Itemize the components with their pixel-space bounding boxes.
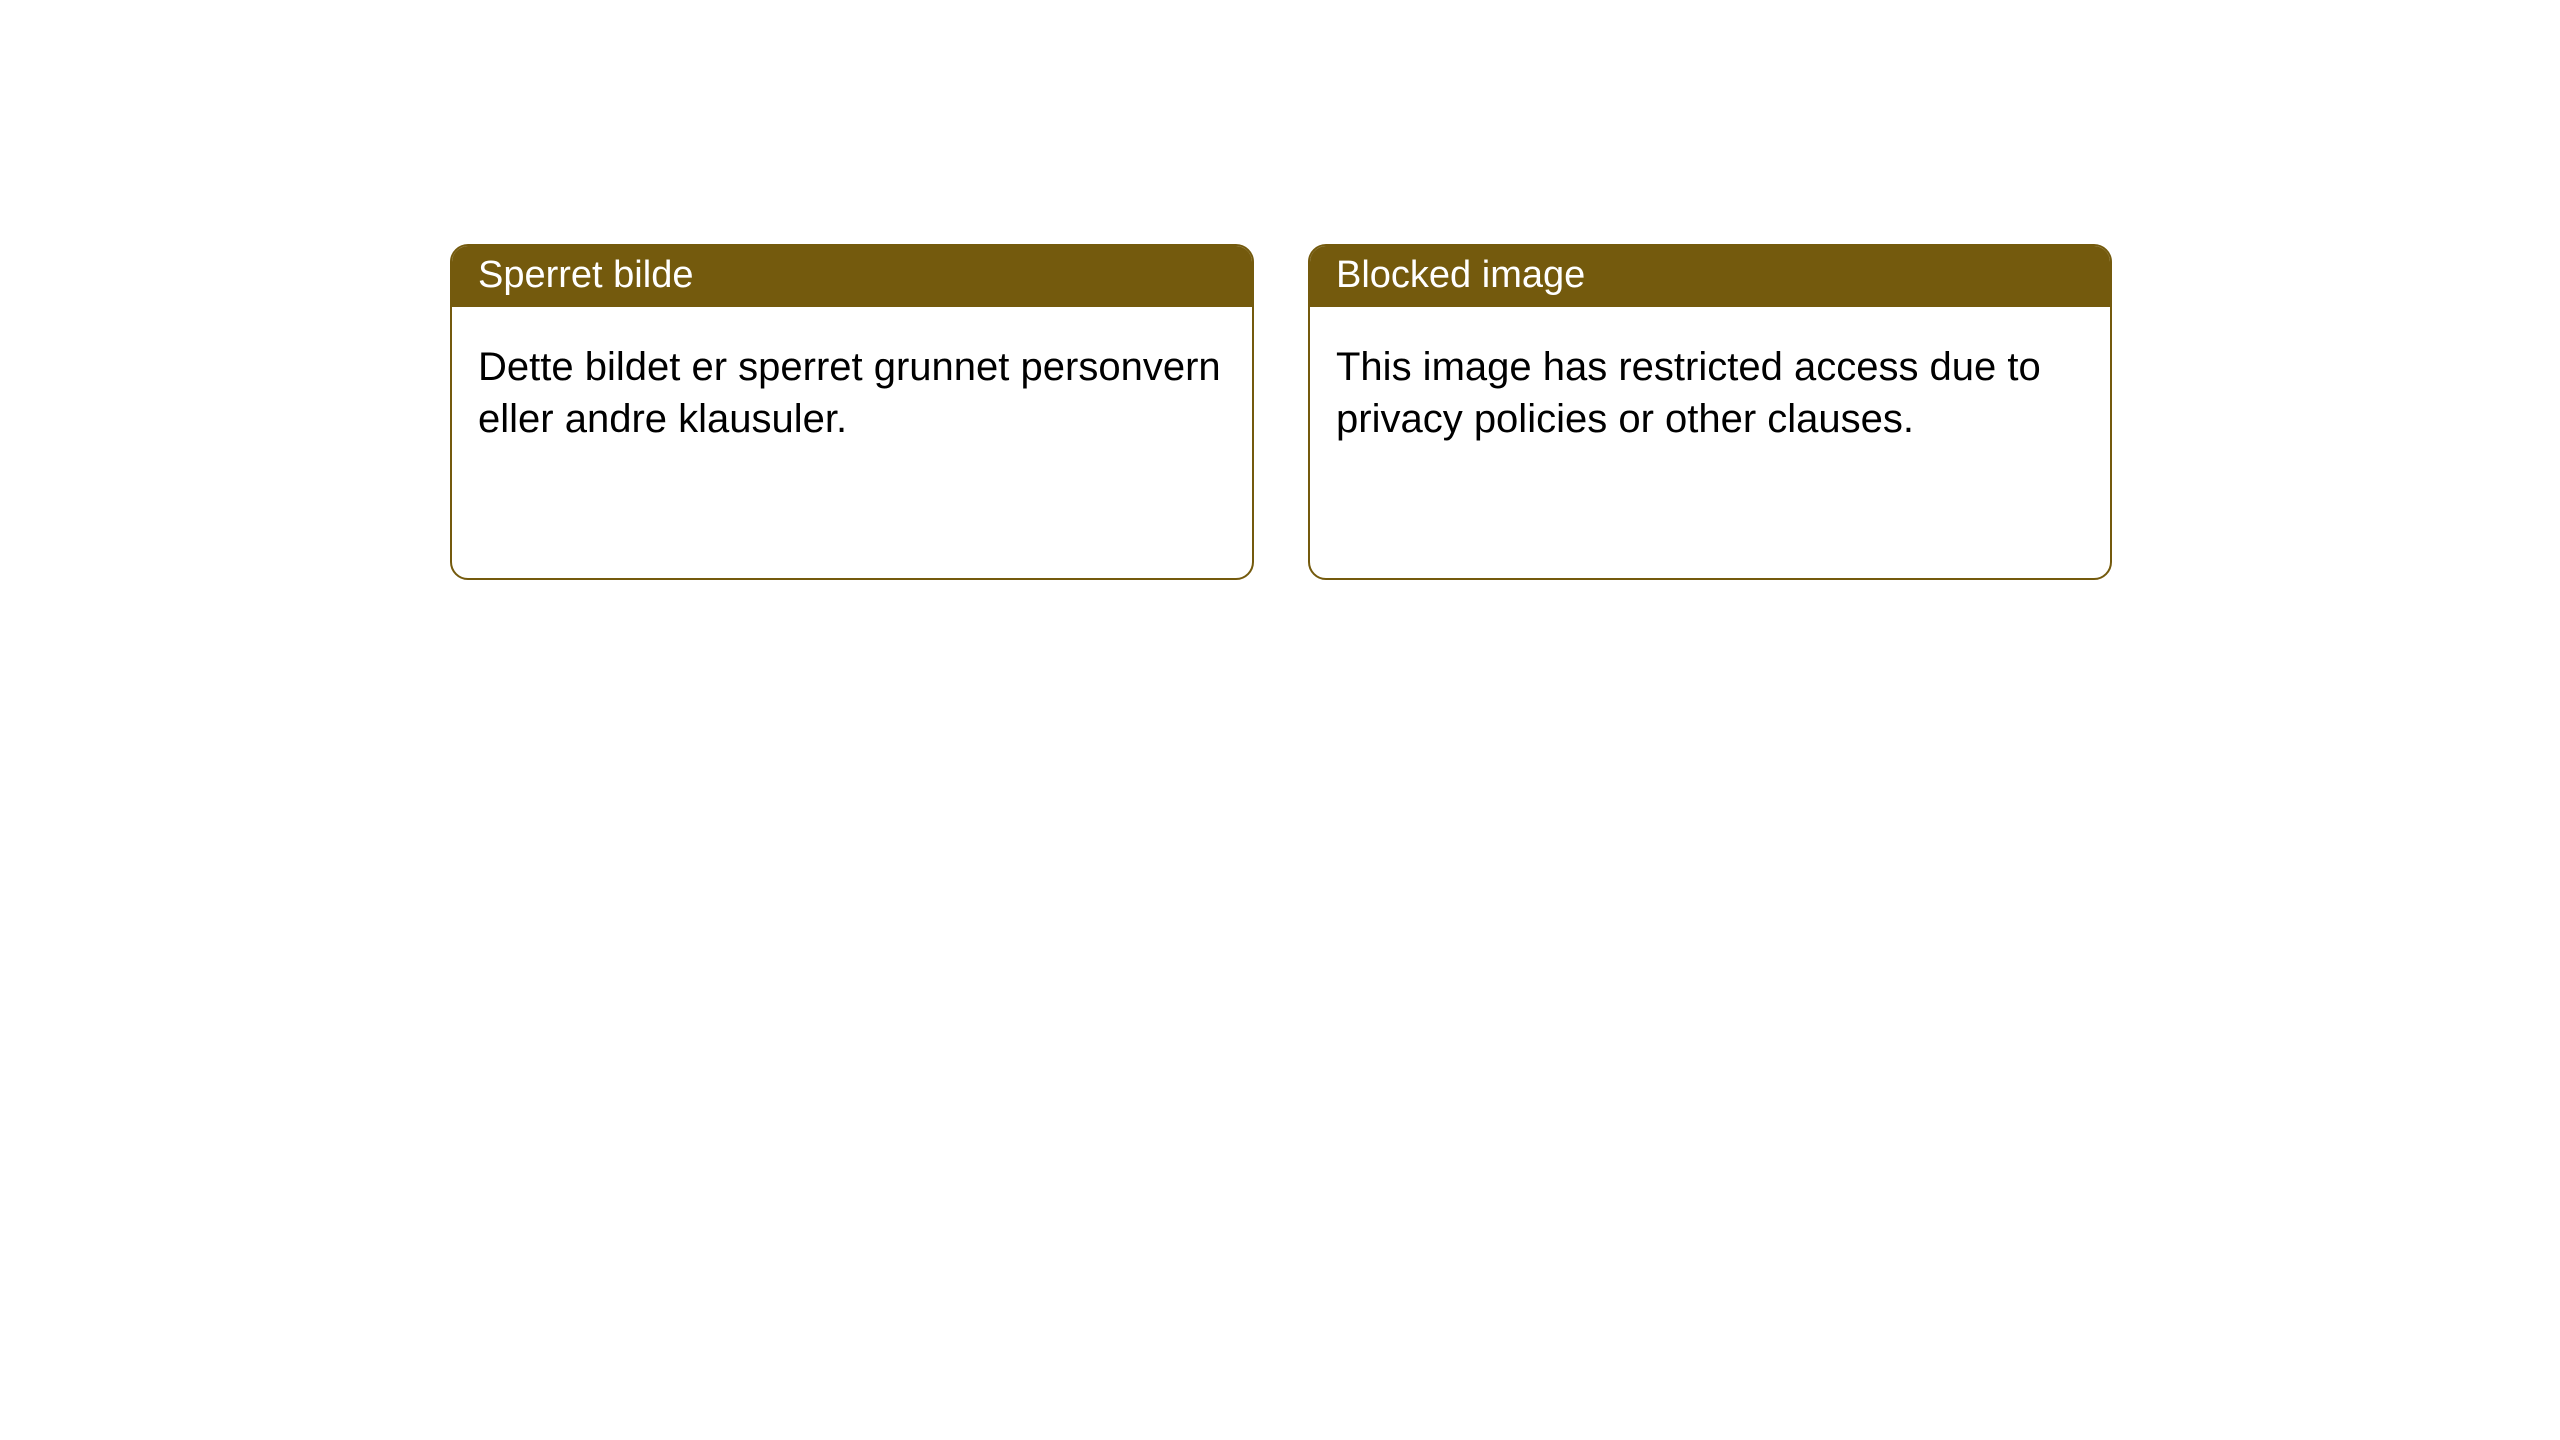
- card-header: Blocked image: [1310, 246, 2110, 307]
- card-body: This image has restricted access due to …: [1310, 307, 2110, 479]
- card-body-text: This image has restricted access due to …: [1336, 345, 2041, 441]
- notice-card-english: Blocked image This image has restricted …: [1308, 244, 2112, 580]
- notice-container: Sperret bilde Dette bildet er sperret gr…: [0, 0, 2560, 580]
- card-body: Dette bildet er sperret grunnet personve…: [452, 307, 1252, 479]
- card-body-text: Dette bildet er sperret grunnet personve…: [478, 345, 1221, 441]
- card-title: Sperret bilde: [478, 254, 693, 296]
- notice-card-norwegian: Sperret bilde Dette bildet er sperret gr…: [450, 244, 1254, 580]
- card-header: Sperret bilde: [452, 246, 1252, 307]
- card-title: Blocked image: [1336, 254, 1585, 296]
